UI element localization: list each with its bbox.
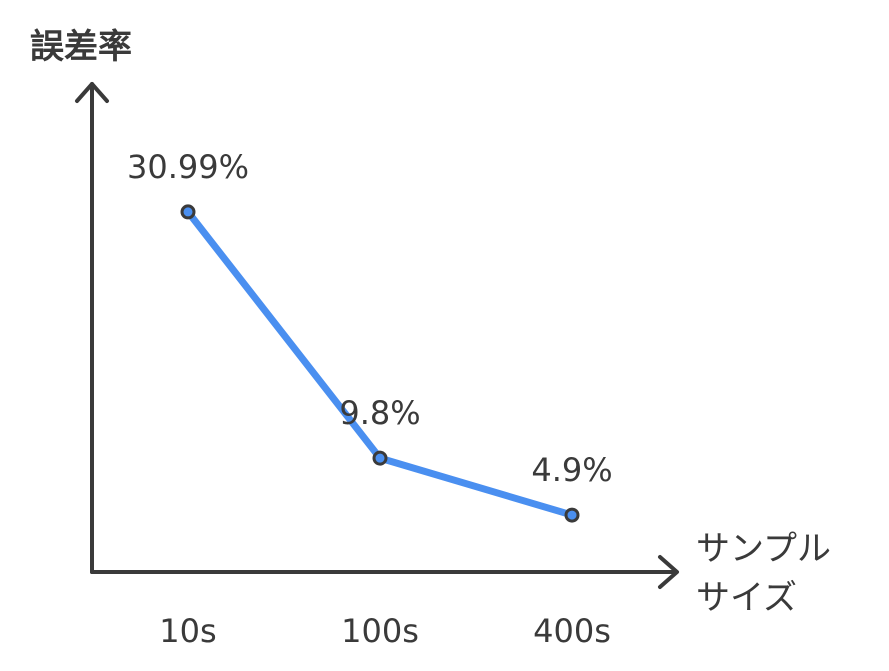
data-point	[564, 507, 580, 523]
data-point	[372, 450, 388, 466]
data-label: 30.99%	[127, 148, 249, 186]
x-tick-label: 10s	[159, 612, 216, 650]
axes	[75, 82, 679, 589]
series-layer	[180, 204, 580, 523]
data-point	[180, 204, 196, 220]
x-tick-label: 400s	[533, 612, 611, 650]
x-tick-label: 100s	[341, 612, 419, 650]
y-axis-arrow	[75, 82, 109, 103]
y-axis-title: 誤差率	[30, 27, 132, 67]
x-axis-arrow	[658, 555, 679, 589]
data-label: 9.8%	[339, 394, 420, 432]
x-axis-title-line-2: サイズ	[696, 578, 797, 618]
x-axis-title-line-1: サンプル	[696, 529, 831, 569]
series-line	[184, 208, 576, 519]
data-labels: 30.99% 9.8% 4.9%	[127, 148, 613, 489]
x-tick-labels: 10s 100s 400s	[159, 612, 611, 650]
data-label: 4.9%	[531, 451, 612, 489]
